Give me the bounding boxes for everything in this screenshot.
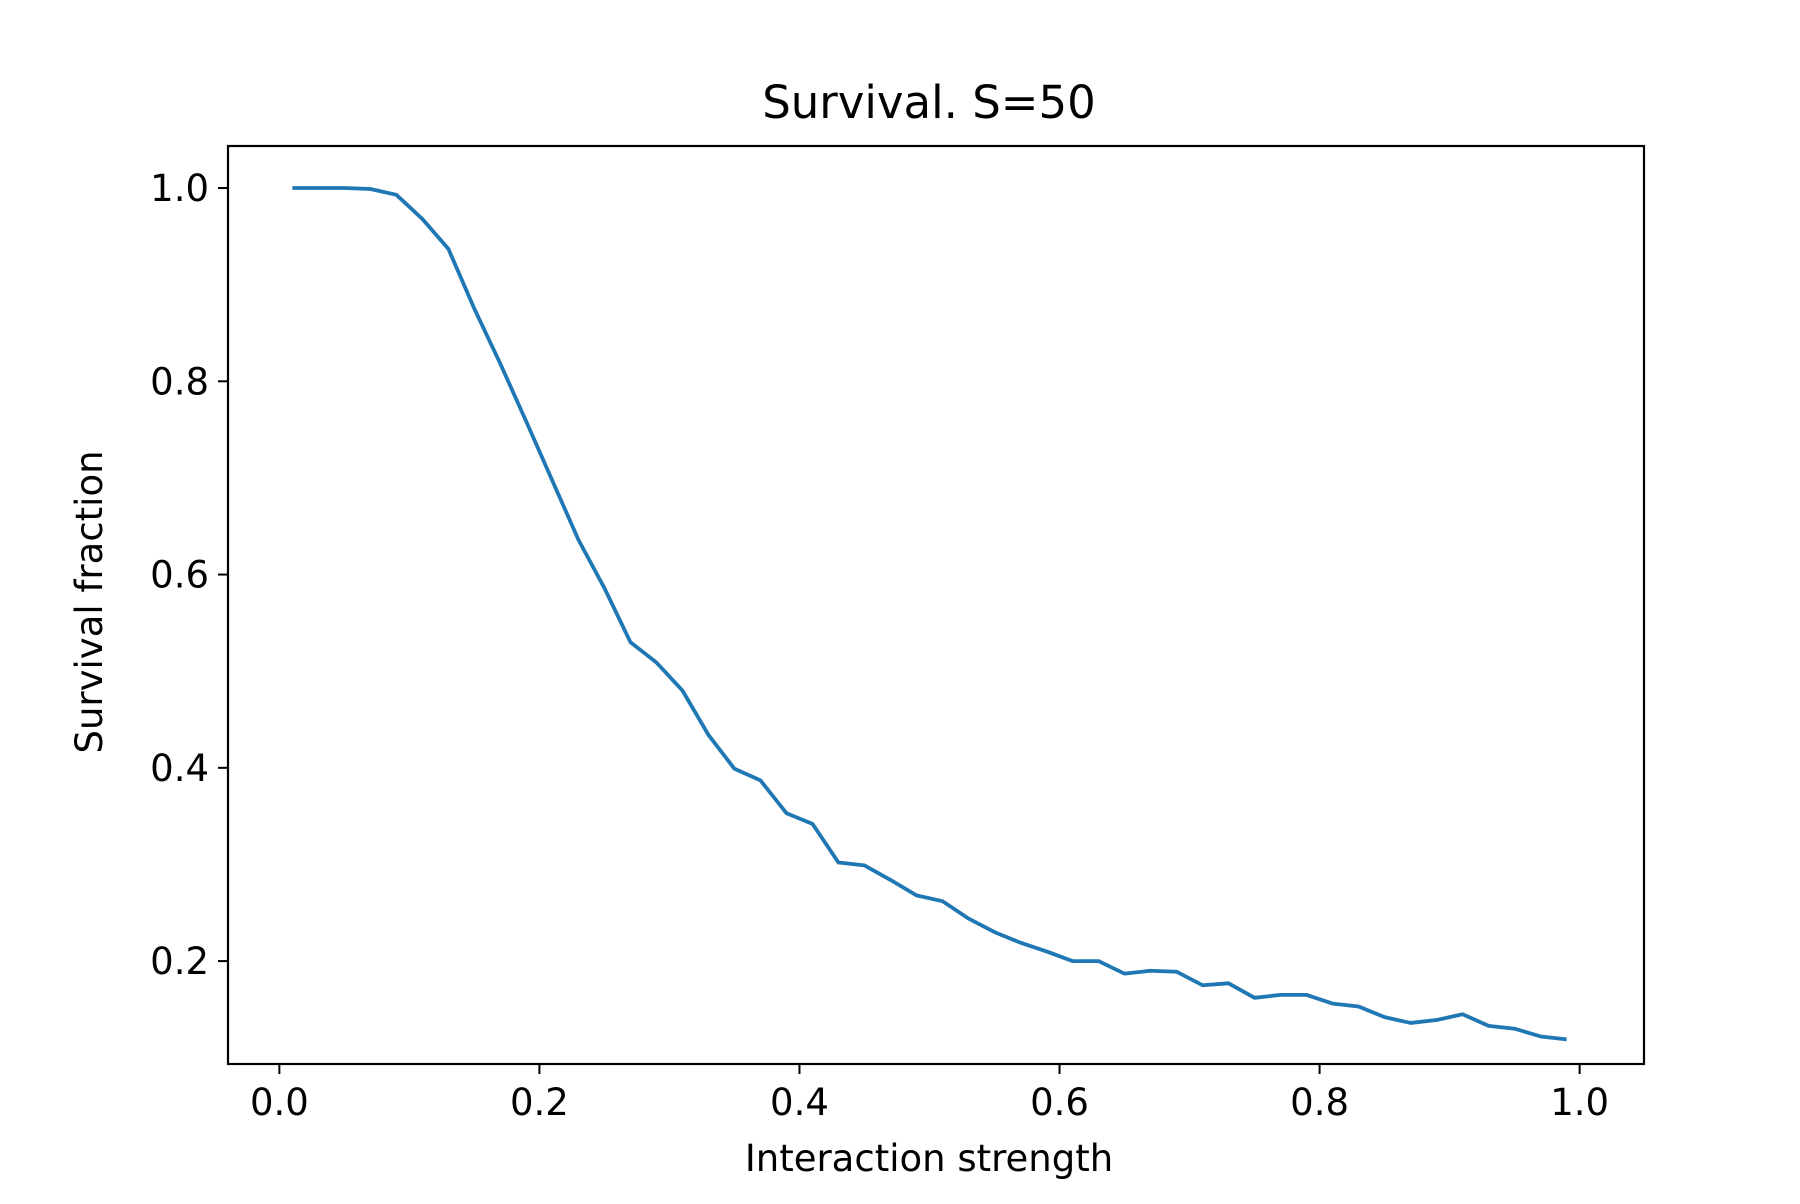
x-tick-label: 0.0 [250,1081,309,1124]
y-tick-label: 0.4 [150,747,209,790]
x-tick-label: 0.8 [1290,1081,1349,1124]
x-axis-label: Interaction strength [745,1137,1113,1180]
x-tick-label: 1.0 [1550,1081,1609,1124]
series-line [292,186,1567,1042]
y-tick-label: 0.6 [150,554,209,597]
y-tick-label: 1.0 [150,167,209,210]
y-tick-label: 0.2 [150,940,209,983]
chart-title: Survival. S=50 [762,76,1096,129]
x-axis-ticks: 0.0 0.2 0.4 0.6 0.8 1.0 [250,1064,1609,1124]
y-axis-label: Survival fraction [68,450,111,753]
x-tick-label: 0.4 [770,1081,829,1124]
y-axis-ticks: 0.2 0.4 0.6 0.8 1.0 [150,167,228,983]
x-tick-label: 0.2 [510,1081,569,1124]
x-tick-label: 0.6 [1030,1081,1089,1124]
y-tick-label: 0.8 [150,360,209,403]
axes-frame [226,144,1646,1066]
plot-area [292,186,1567,1042]
